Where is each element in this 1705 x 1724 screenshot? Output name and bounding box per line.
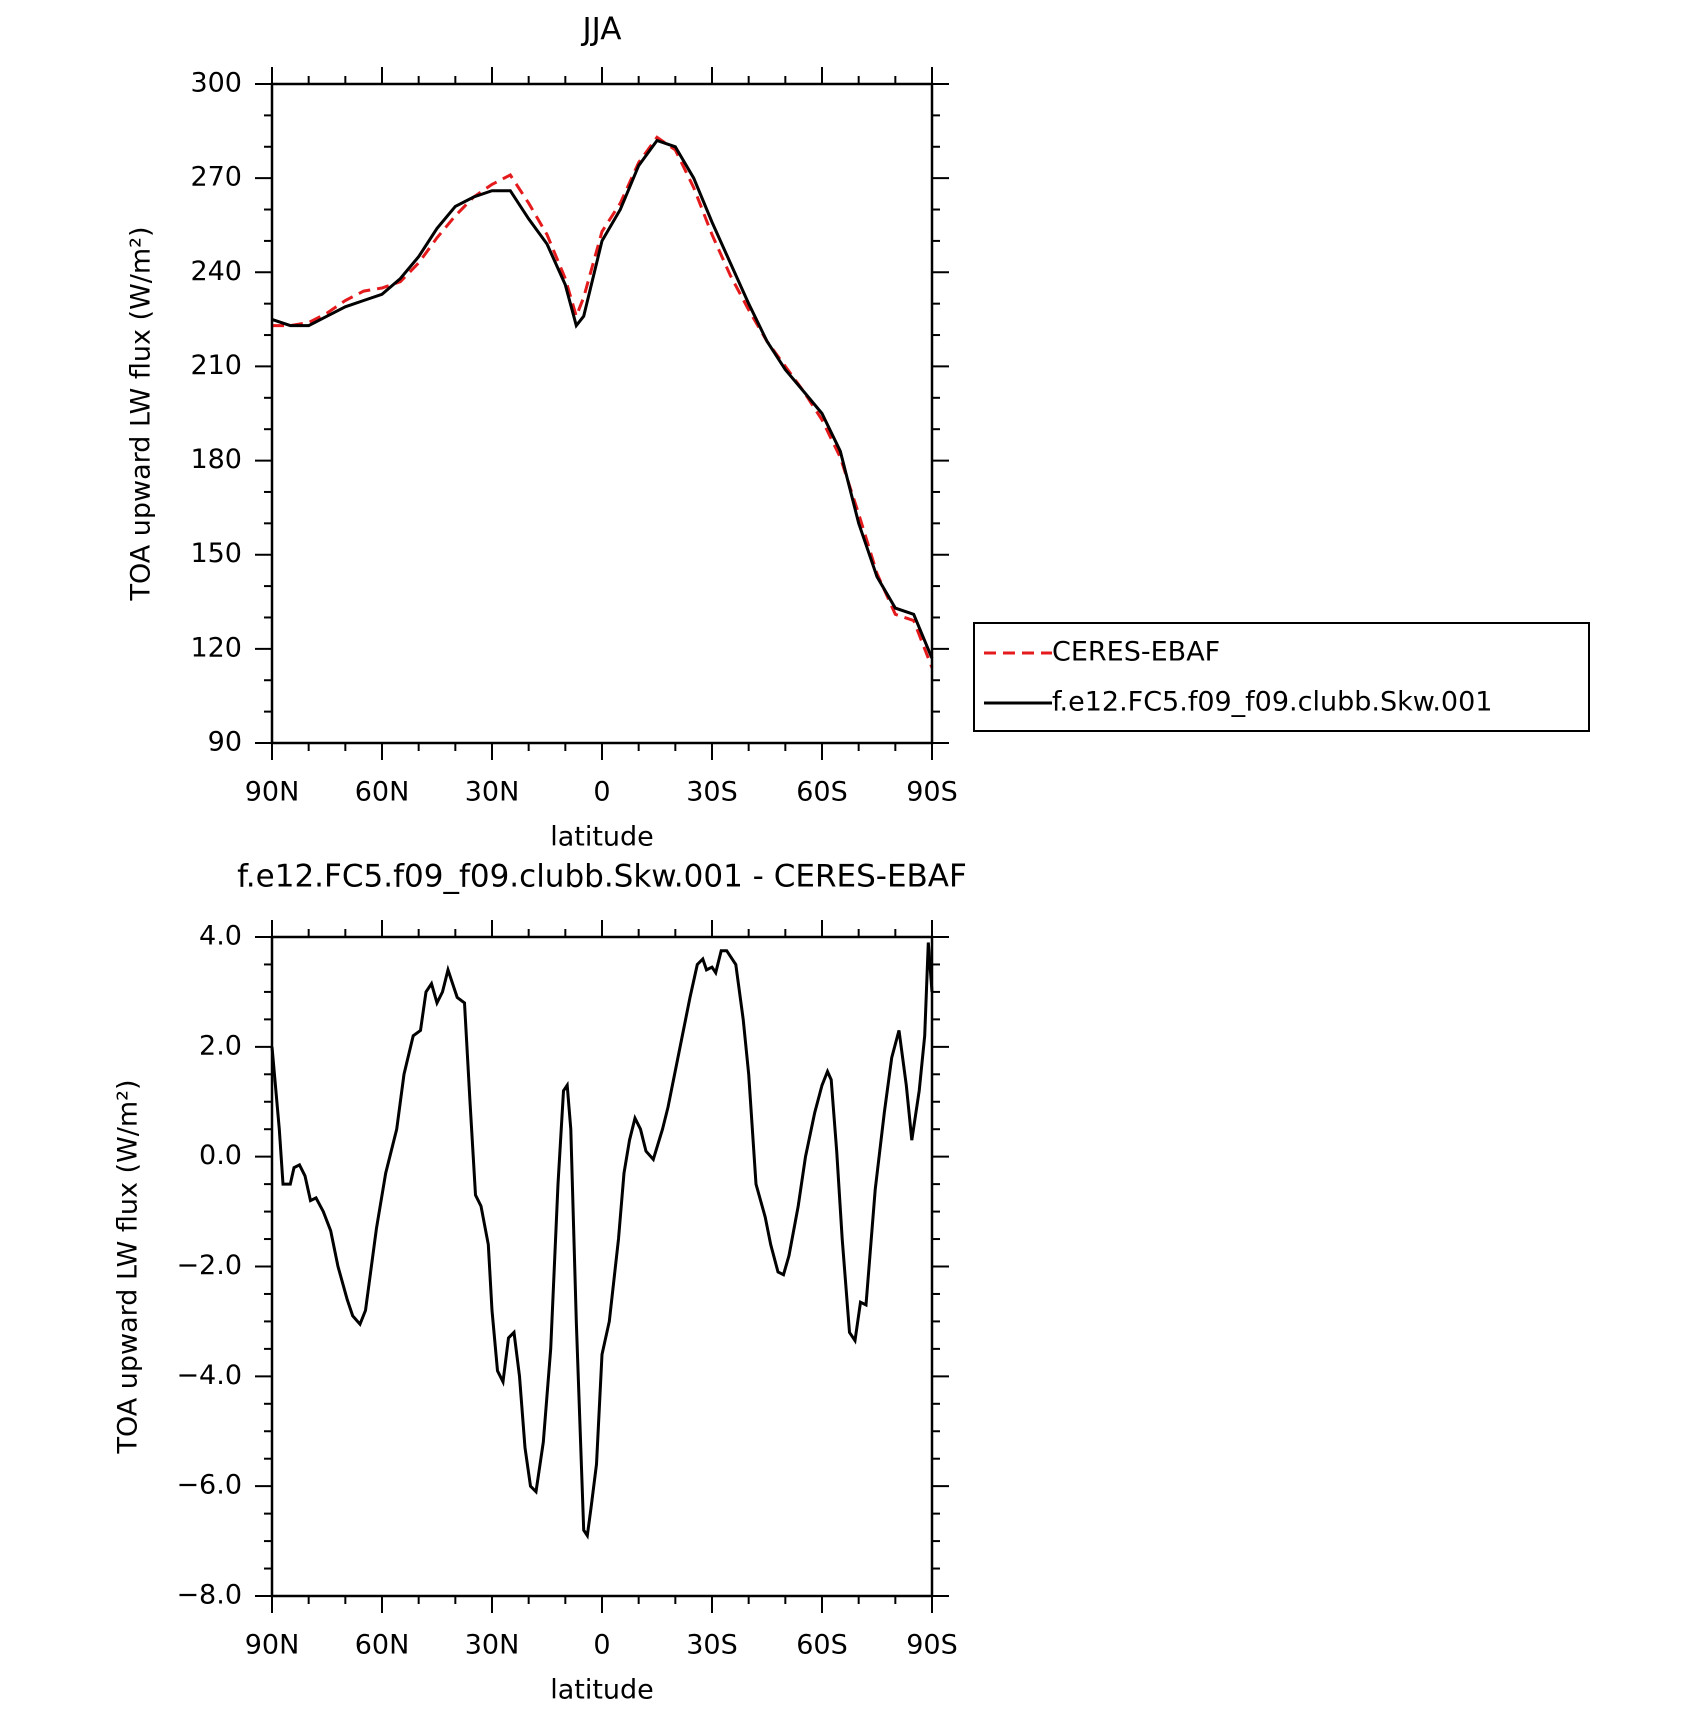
y-tick-label: −6.0 [176,1470,242,1501]
y-axis-label: TOA upward LW flux (W/m²) [113,1079,144,1454]
legend-label: CERES-EBAF [1052,637,1220,668]
x-tick-label: 90S [906,1630,958,1661]
y-tick-label: 270 [190,162,242,193]
chart-title: f.e12.FC5.f09_f09.clubb.Skw.001 - CERES-… [237,859,967,895]
x-tick-label: 60N [355,1630,410,1661]
x-tick-label: 90S [906,777,958,808]
x-tick-label: 90N [245,777,300,808]
data-line [270,942,934,1540]
data-line [271,138,934,659]
y-tick-label: 150 [190,538,242,569]
x-tick-label: 60N [355,777,410,808]
y-tick-label: 120 [190,632,242,663]
plot-frame [270,935,934,1598]
x-tick-label: 30S [686,1630,738,1661]
legend-label: f.e12.FC5.f09_f09.clubb.Skw.001 [1052,687,1492,718]
x-tick-label: 0 [593,777,610,808]
y-tick-label: 300 [190,68,242,99]
x-tick-label: 30N [465,1630,520,1661]
y-tick-label: −2.0 [176,1250,242,1281]
y-tick-label: −8.0 [176,1580,242,1611]
data-line [272,135,934,669]
y-tick-label: 240 [190,256,242,287]
chart-title: JJA [581,12,622,48]
x-tick-label: 0 [593,1630,610,1661]
x-tick-label: 30S [686,777,738,808]
x-axis-label: latitude [550,1675,654,1706]
y-tick-label: 180 [190,444,242,475]
x-tick-label: 30N [465,777,520,808]
x-tick-label: 90N [245,1630,300,1661]
y-axis-label: TOA upward LW flux (W/m²) [126,226,157,601]
legend-box [973,622,1590,732]
plot-frame [270,82,934,745]
y-tick-label: 0.0 [199,1140,242,1171]
x-tick-label: 60S [796,777,848,808]
x-axis-label: latitude [550,822,654,853]
y-tick-label: 2.0 [199,1030,242,1061]
y-tick-label: 4.0 [199,921,242,952]
y-tick-label: 210 [190,350,242,381]
y-tick-label: 90 [208,727,242,758]
x-tick-label: 60S [796,1630,848,1661]
y-tick-label: −4.0 [176,1360,242,1391]
